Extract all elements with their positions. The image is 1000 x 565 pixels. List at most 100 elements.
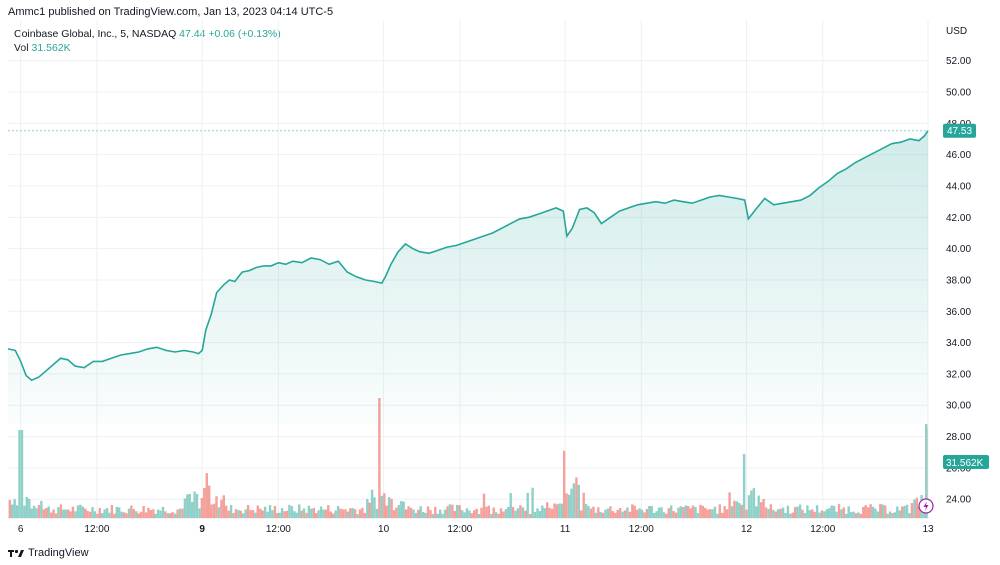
- volume-bar: [64, 509, 67, 518]
- x-tick-label: 12:00: [84, 524, 109, 535]
- volume-bar: [694, 507, 697, 518]
- volume-bar: [772, 509, 775, 518]
- volume-bar: [356, 514, 359, 518]
- volume-bar: [898, 510, 901, 518]
- volume-bar: [908, 513, 911, 518]
- volume-bar: [801, 509, 804, 518]
- price-axis[interactable]: 52.0050.0048.0046.0044.0042.0040.0038.00…: [946, 56, 971, 505]
- volume-bar: [273, 506, 277, 518]
- volume-bar: [54, 513, 58, 518]
- time-axis[interactable]: 6 12:00 9 12:00 10 12:00 11 12:00 12 12:00 13: [18, 524, 934, 535]
- volume-bar: [740, 504, 743, 518]
- volume-bar: [42, 509, 46, 518]
- volume-bar: [487, 505, 490, 518]
- volume-bar: [618, 508, 622, 518]
- volume-bar: [327, 505, 330, 518]
- volume-bar: [852, 511, 855, 518]
- x-tick-label: 12: [741, 524, 753, 535]
- volume-bar: [679, 506, 683, 518]
- volume-bar: [96, 513, 99, 518]
- volume-bar: [366, 498, 369, 518]
- volume-bar: [798, 504, 802, 518]
- volume-bar: [755, 506, 758, 518]
- x-tick-label: 9: [199, 524, 205, 535]
- symbol-name[interactable]: Coinbase Global, Inc., 5, NASDAQ: [14, 28, 177, 40]
- volume-bar: [896, 506, 899, 518]
- volume-bar: [636, 509, 639, 518]
- volume-bar: [11, 504, 14, 518]
- volume-bar: [329, 511, 332, 518]
- volume-bar: [560, 503, 563, 518]
- volume-bar: [166, 513, 170, 518]
- volume-bar: [244, 509, 247, 518]
- legend: Coinbase Global, Inc., 5, NASDAQ 47.44 +…: [14, 27, 281, 55]
- volume-bar: [35, 508, 38, 518]
- volume-bar: [867, 507, 870, 518]
- volume-bar: [713, 506, 717, 518]
- volume-bar: [171, 512, 174, 518]
- volume-bar: [716, 513, 719, 518]
- volume-bar: [699, 504, 702, 518]
- volume-bar: [730, 506, 734, 518]
- volume-bar: [181, 508, 184, 518]
- volume-bar: [32, 505, 36, 518]
- volume-bar: [611, 511, 614, 518]
- x-tick-label: 12:00: [266, 524, 291, 535]
- volume-bar: [918, 506, 921, 518]
- volume-bar: [368, 502, 371, 518]
- volume-bar: [169, 513, 172, 518]
- volume-bar: [45, 508, 48, 518]
- volume-bar: [672, 511, 675, 518]
- volume-bar: [156, 509, 160, 518]
- volume-bar: [626, 507, 629, 518]
- volume-bar: [232, 513, 235, 518]
- volume-bar: [803, 513, 807, 518]
- volume-bar: [346, 511, 349, 518]
- volume-bar: [144, 512, 148, 518]
- volume-bar: [884, 505, 887, 518]
- y-tick-label: 50.00: [946, 88, 971, 99]
- volume-bar: [135, 511, 138, 518]
- volume-bar: [105, 508, 109, 518]
- volume-bar: [723, 506, 726, 518]
- volume-bar: [845, 513, 848, 518]
- volume-bar: [40, 500, 43, 518]
- volume-bar: [305, 512, 308, 518]
- volume-bar: [893, 512, 897, 518]
- volume-bar: [862, 507, 865, 518]
- volume-bar: [378, 398, 381, 518]
- volume-bar: [205, 473, 208, 518]
- volume-bar: [886, 513, 889, 518]
- volume-bar: [874, 508, 877, 518]
- volume-bar: [575, 477, 578, 518]
- volume-bar: [142, 506, 145, 518]
- volume-bar: [728, 492, 731, 518]
- y-tick-label: 38.00: [946, 275, 971, 286]
- volume-bar: [470, 513, 473, 518]
- volume-bar: [623, 510, 627, 518]
- volume-bar: [869, 504, 872, 518]
- volume-bar: [660, 507, 663, 518]
- volume-badge: 31.562K: [943, 455, 989, 469]
- volume-bar: [81, 506, 84, 518]
- volume-bar: [458, 505, 461, 518]
- volume-bar: [830, 505, 833, 518]
- volume-bar: [405, 509, 408, 518]
- volume-bar: [582, 492, 585, 518]
- volume-bar: [67, 509, 70, 518]
- volume-bar: [229, 505, 233, 518]
- last-value: 47.44: [179, 28, 206, 40]
- volume-bar: [823, 511, 826, 518]
- volume-label[interactable]: Vol: [14, 42, 29, 54]
- volume-bar: [820, 510, 824, 518]
- volume-bar: [485, 506, 488, 518]
- flash-icon[interactable]: [918, 498, 934, 514]
- volume-bar: [419, 506, 422, 518]
- volume-bar: [23, 505, 26, 518]
- volume-bar: [742, 454, 746, 518]
- volume-bar: [383, 493, 386, 518]
- volume-bar: [152, 509, 155, 518]
- y-tick-label: 30.00: [946, 401, 971, 412]
- brand[interactable]: TradingView: [8, 547, 89, 559]
